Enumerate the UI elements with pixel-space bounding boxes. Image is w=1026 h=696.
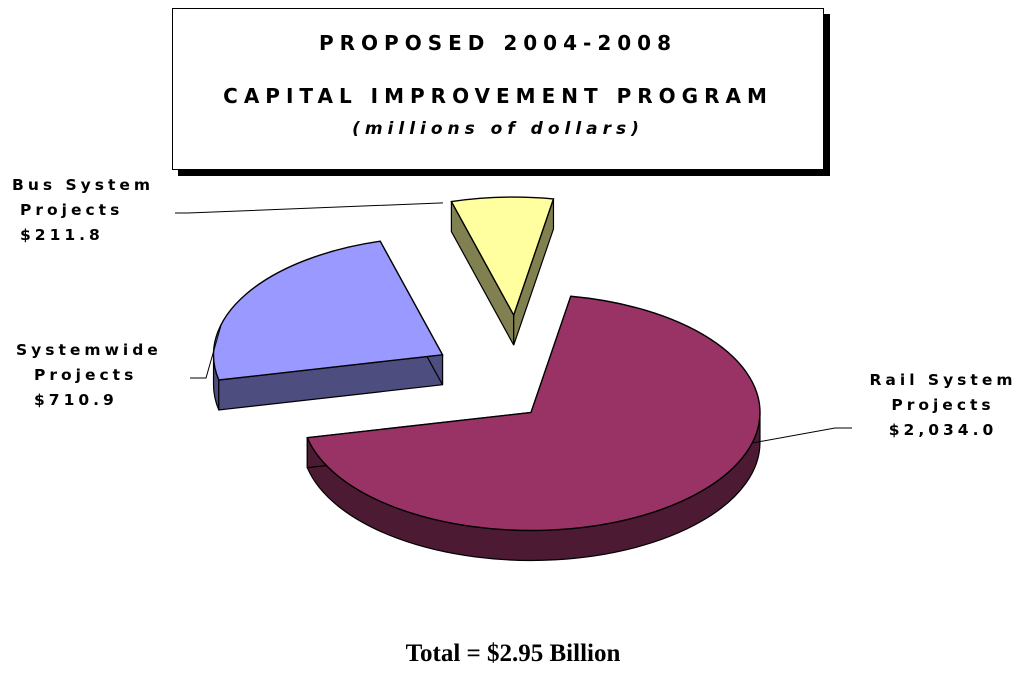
pie-slice-bus-system-projects [450, 196, 555, 317]
slice-value-label: $211.8 [20, 226, 104, 244]
slice-label-line: Projects [34, 366, 138, 384]
slice-label-line: Systemwide [16, 341, 162, 359]
chart-title-line-1: PROPOSED 2004-2008 [319, 31, 677, 55]
total-label: Total = $2.95 Billion [405, 640, 621, 667]
leader-line-systemwide [190, 324, 222, 379]
slice-value-label: $710.9 [34, 391, 118, 409]
chart-title-box: PROPOSED 2004-2008 CAPITAL IMPROVEMENT P… [172, 8, 824, 170]
leader-line-bus-system [175, 202, 443, 214]
pie-slice-rail-system-projects [306, 295, 761, 532]
pie-top-layer [212, 196, 761, 532]
chart-subtitle: (millions of dollars) [352, 119, 644, 139]
pie-slice-systemwide-projects [212, 240, 444, 381]
slice-label-line: Bus System [12, 176, 155, 194]
slice-label-line: Projects [891, 396, 995, 414]
leader-line-rail-system [752, 427, 852, 444]
slice-label-line: Projects [20, 201, 124, 219]
chart-title-line-2: CAPITAL IMPROVEMENT PROGRAM [223, 84, 773, 108]
slice-label-rail-system: Rail System Projects $2,034.0 [858, 368, 1026, 443]
slice-label-systemwide: Systemwide Projects $710.9 [16, 338, 162, 413]
leader-lines [175, 202, 852, 444]
slice-label-bus-system: Bus System Projects $211.8 [12, 173, 154, 248]
slice-label-line: Rail System [869, 371, 1017, 389]
slice-value-label: $2,034.0 [888, 421, 998, 439]
